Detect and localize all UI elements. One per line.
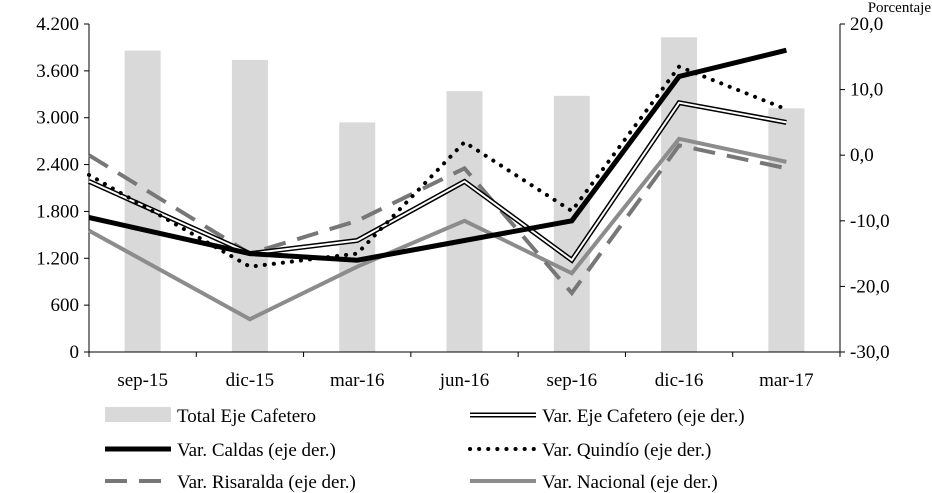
legend-label: Var. Risaralda (eje der.) bbox=[177, 472, 356, 493]
right-tick-label: -10,0 bbox=[850, 211, 890, 232]
series-2 bbox=[88, 47, 787, 263]
lines-layer bbox=[87, 47, 789, 322]
legend-entry-2: Var. Eje Cafetero (eje der.) bbox=[470, 406, 745, 427]
left-tick-label: 2.400 bbox=[36, 155, 79, 176]
legend-entry-4: Var. Quindío (eje der.) bbox=[468, 440, 711, 461]
legend-entry-6: Var. Nacional (eje der.) bbox=[470, 472, 718, 493]
x-tick-label: jun-16 bbox=[439, 370, 490, 391]
x-tick-label: sep-16 bbox=[546, 370, 597, 391]
legend-entry-1: Total Eje Cafetero bbox=[105, 406, 316, 427]
legend-label: Var. Caldas (eje der.) bbox=[177, 440, 336, 461]
legend-label: Total Eje Cafetero bbox=[177, 406, 316, 427]
series-5 bbox=[88, 136, 787, 322]
left-tick-label: 4.200 bbox=[36, 14, 79, 35]
series-5-line bbox=[88, 136, 787, 322]
x-tick-label: dic-16 bbox=[655, 370, 704, 391]
series-2-line bbox=[88, 47, 787, 263]
bar-mar-16 bbox=[339, 122, 376, 353]
right-tick-label: 0,0 bbox=[850, 145, 874, 166]
left-tick-label: 600 bbox=[51, 295, 80, 316]
left-tick-label: 3.600 bbox=[36, 61, 79, 82]
x-tick-label: mar-17 bbox=[759, 370, 814, 391]
bar-dic-15 bbox=[231, 59, 268, 353]
series-3 bbox=[87, 64, 789, 269]
left-tick-label: 1.800 bbox=[36, 201, 79, 222]
legend-label: Var. Eje Cafetero (eje der.) bbox=[542, 406, 745, 427]
left-tick-label: 0 bbox=[70, 342, 80, 363]
x-tick-label: mar-16 bbox=[330, 370, 385, 391]
left-tick-label: 1.200 bbox=[36, 248, 79, 269]
legend: Total Eje Cafetero Var. Eje Cafetero (eje… bbox=[105, 406, 745, 493]
legend-entry-3: Var. Caldas (eje der.) bbox=[105, 440, 336, 461]
right-tick-label: 10,0 bbox=[850, 80, 883, 101]
axes-layer: 0 600 1.200 1.800 2.400 3.000 3.600 4.200 -30,0 -… bbox=[36, 14, 889, 391]
right-tick-label: -20,0 bbox=[850, 276, 890, 297]
x-tick-label: dic-15 bbox=[226, 370, 275, 391]
bars-layer bbox=[124, 37, 805, 353]
left-tick-label: 3.000 bbox=[36, 108, 79, 129]
x-tick-label: sep-15 bbox=[117, 370, 168, 391]
legend-label: Var. Quindío (eje der.) bbox=[542, 440, 711, 461]
corner-note: Porcentaje bbox=[868, 0, 932, 16]
right-tick-label: -30,0 bbox=[850, 342, 890, 363]
bar-dic-16 bbox=[661, 37, 698, 353]
bar-mar-17 bbox=[768, 108, 805, 352]
legend-swatch-bar bbox=[105, 407, 171, 422]
legend-label: Var. Nacional (eje der.) bbox=[542, 472, 718, 493]
legend-entry-5: Var. Risaralda (eje der.) bbox=[105, 472, 356, 493]
right-tick-label: 20,0 bbox=[850, 14, 883, 35]
series-3-line bbox=[87, 64, 789, 269]
